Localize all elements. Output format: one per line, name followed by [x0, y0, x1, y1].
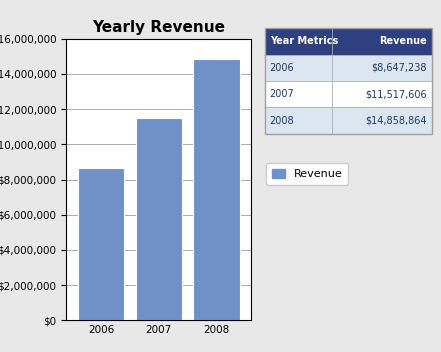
Bar — [265, 28, 332, 55]
Bar — [136, 118, 182, 320]
Bar — [78, 168, 124, 320]
Bar — [332, 107, 432, 134]
Bar — [194, 59, 240, 320]
Bar — [265, 107, 332, 134]
Text: $14,858,864: $14,858,864 — [366, 115, 427, 126]
Text: 2008: 2008 — [269, 115, 294, 126]
Bar — [332, 28, 432, 55]
Bar — [332, 55, 432, 81]
Bar — [265, 55, 332, 81]
Text: $11,517,606: $11,517,606 — [366, 89, 427, 99]
Text: Year Metrics: Year Metrics — [269, 36, 338, 46]
Bar — [265, 81, 332, 107]
Title: Yearly Revenue: Yearly Revenue — [92, 20, 225, 35]
Text: 2006: 2006 — [269, 63, 294, 73]
Text: Revenue: Revenue — [379, 36, 427, 46]
Text: $8,647,238: $8,647,238 — [372, 63, 427, 73]
Legend: Revenue: Revenue — [266, 163, 348, 185]
Bar — [332, 81, 432, 107]
Text: 2007: 2007 — [269, 89, 295, 99]
